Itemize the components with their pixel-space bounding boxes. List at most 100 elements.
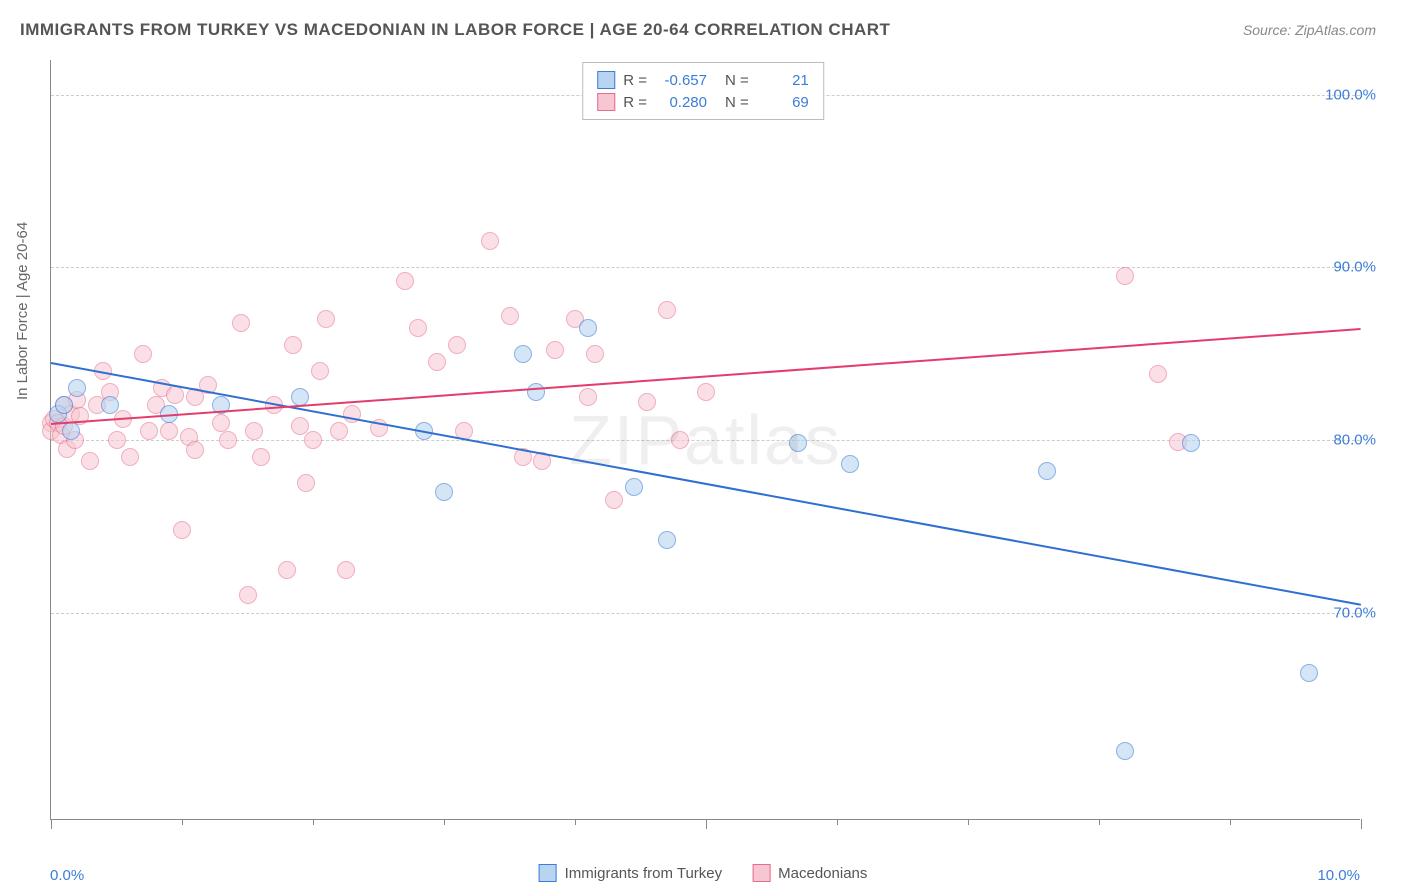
x-tick-label: 10.0% [1317, 867, 1360, 884]
legend-series: Immigrants from Turkey Macedonians [539, 864, 868, 882]
scatter-point [481, 232, 499, 250]
scatter-point [501, 307, 519, 325]
scatter-point [297, 474, 315, 492]
x-tick [1361, 819, 1362, 829]
scatter-point [841, 455, 859, 473]
scatter-point [428, 353, 446, 371]
scatter-point [1149, 365, 1167, 383]
scatter-point [284, 336, 302, 354]
gridline [51, 613, 1360, 614]
scatter-point [579, 388, 597, 406]
n-value-0: 21 [757, 72, 809, 89]
scatter-point [140, 422, 158, 440]
x-tick-label: 0.0% [50, 867, 84, 884]
legend-item: Immigrants from Turkey [539, 864, 723, 882]
swatch-series-0 [539, 864, 557, 882]
x-tick [182, 819, 183, 825]
scatter-point [166, 386, 184, 404]
scatter-point [68, 379, 86, 397]
scatter-point [435, 483, 453, 501]
legend-label: Immigrants from Turkey [565, 865, 723, 882]
scatter-point [121, 448, 139, 466]
scatter-point [789, 434, 807, 452]
scatter-point [514, 345, 532, 363]
scatter-point [396, 272, 414, 290]
scatter-point [579, 319, 597, 337]
scatter-point [409, 319, 427, 337]
legend-item: Macedonians [752, 864, 867, 882]
scatter-point [1182, 434, 1200, 452]
x-tick [1099, 819, 1100, 825]
scatter-point [337, 561, 355, 579]
swatch-series-1 [752, 864, 770, 882]
scatter-point [638, 393, 656, 411]
chart-title: IMMIGRANTS FROM TURKEY VS MACEDONIAN IN … [20, 20, 890, 40]
x-tick [968, 819, 969, 825]
x-tick [1230, 819, 1231, 825]
source-label: Source: ZipAtlas.com [1243, 22, 1376, 38]
scatter-point [212, 414, 230, 432]
x-tick [575, 819, 576, 825]
scatter-point [1116, 267, 1134, 285]
x-tick [313, 819, 314, 825]
scatter-point [239, 586, 257, 604]
x-tick [837, 819, 838, 825]
scatter-point [134, 345, 152, 363]
r-label: R = [623, 72, 647, 89]
scatter-point [317, 310, 335, 328]
scatter-point [658, 531, 676, 549]
scatter-point [1116, 742, 1134, 760]
x-tick [444, 819, 445, 825]
legend-stats: R = -0.657 N = 21 R = 0.280 N = 69 [582, 62, 824, 120]
scatter-point [527, 383, 545, 401]
scatter-point [658, 301, 676, 319]
scatter-point [232, 314, 250, 332]
n-label: N = [725, 94, 749, 111]
scatter-point [311, 362, 329, 380]
legend-stats-row: R = -0.657 N = 21 [597, 69, 809, 91]
scatter-point [108, 431, 126, 449]
scatter-point [101, 396, 119, 414]
scatter-point [245, 422, 263, 440]
r-label: R = [623, 94, 647, 111]
scatter-point [81, 452, 99, 470]
x-tick [706, 819, 707, 829]
scatter-point [605, 491, 623, 509]
scatter-point [173, 521, 191, 539]
scatter-point [160, 422, 178, 440]
scatter-point [278, 561, 296, 579]
scatter-point [186, 441, 204, 459]
scatter-point [1038, 462, 1056, 480]
swatch-series-0 [597, 71, 615, 89]
n-label: N = [725, 72, 749, 89]
scatter-point [291, 388, 309, 406]
y-tick-label: 80.0% [1333, 432, 1376, 449]
r-value-1: 0.280 [655, 94, 707, 111]
plot-area: ZIPatlas [50, 60, 1360, 820]
gridline [51, 267, 1360, 268]
scatter-point [330, 422, 348, 440]
n-value-1: 69 [757, 94, 809, 111]
swatch-series-1 [597, 93, 615, 111]
legend-stats-row: R = 0.280 N = 69 [597, 91, 809, 113]
legend-label: Macedonians [778, 865, 867, 882]
scatter-point [586, 345, 604, 363]
scatter-point [697, 383, 715, 401]
scatter-point [448, 336, 466, 354]
scatter-point [546, 341, 564, 359]
scatter-point [671, 431, 689, 449]
scatter-point [1300, 664, 1318, 682]
x-tick [51, 819, 52, 829]
y-tick-label: 70.0% [1333, 604, 1376, 621]
y-tick-label: 100.0% [1325, 86, 1376, 103]
scatter-point [55, 396, 73, 414]
gridline [51, 440, 1360, 441]
scatter-point [625, 478, 643, 496]
y-axis-label: In Labor Force | Age 20-64 [14, 222, 31, 400]
scatter-point [252, 448, 270, 466]
scatter-point [219, 431, 237, 449]
scatter-point [62, 422, 80, 440]
scatter-point [304, 431, 322, 449]
y-tick-label: 90.0% [1333, 259, 1376, 276]
r-value-0: -0.657 [655, 72, 707, 89]
